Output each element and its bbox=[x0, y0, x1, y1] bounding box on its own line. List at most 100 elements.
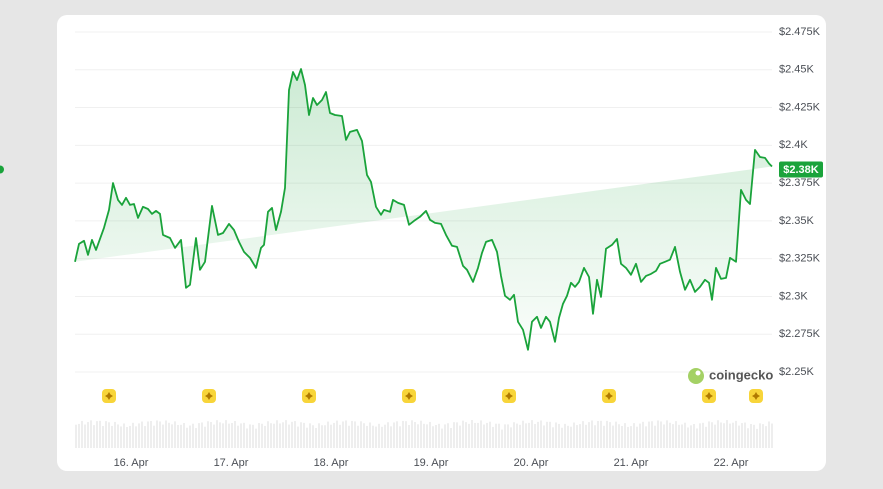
x-tick-label: 18. Apr bbox=[314, 457, 349, 469]
event-marker-icon bbox=[605, 392, 613, 400]
volume-strip bbox=[450, 428, 452, 448]
volume-strip bbox=[216, 420, 218, 448]
volume-strip bbox=[345, 420, 347, 448]
volume-strip bbox=[282, 422, 284, 448]
volume-strip bbox=[111, 425, 113, 448]
volume-strip bbox=[579, 424, 581, 448]
volume-strip bbox=[762, 424, 764, 448]
x-tick-label: 16. Apr bbox=[114, 457, 149, 469]
watermark: coingecko bbox=[709, 367, 773, 382]
volume-strip bbox=[723, 423, 725, 448]
y-tick-label: $2.375K bbox=[779, 177, 821, 189]
volume-strip bbox=[729, 423, 731, 448]
volume-strip bbox=[381, 426, 383, 448]
volume-strip bbox=[201, 422, 203, 448]
volume-strip bbox=[753, 424, 755, 448]
volume-strip bbox=[405, 421, 407, 448]
volume-strip bbox=[681, 424, 683, 448]
volume-strip bbox=[240, 423, 242, 448]
volume-strip bbox=[660, 421, 662, 448]
price-line bbox=[74, 68, 773, 351]
volume-strip bbox=[195, 428, 197, 448]
volume-strip bbox=[732, 422, 734, 448]
volume-strip bbox=[708, 421, 710, 448]
volume-strip bbox=[741, 423, 743, 448]
volume-strip bbox=[99, 420, 101, 448]
volume-strip bbox=[171, 424, 173, 448]
volume-strip bbox=[501, 429, 503, 448]
volume-strip bbox=[204, 426, 206, 448]
volume-strip bbox=[408, 425, 410, 448]
volume-strip bbox=[396, 421, 398, 448]
volume-strip bbox=[759, 423, 761, 448]
event-marker-icon bbox=[105, 392, 113, 400]
volume-strip bbox=[477, 422, 479, 448]
volume-strip bbox=[429, 421, 431, 448]
volume-strip bbox=[129, 425, 131, 448]
volume-strip bbox=[336, 420, 338, 448]
watermark-logo-eye bbox=[695, 370, 701, 376]
volume-strip bbox=[726, 420, 728, 448]
volume-strip bbox=[765, 426, 767, 448]
volume-strip bbox=[525, 423, 527, 448]
volume-strip bbox=[150, 421, 152, 448]
x-tick-label: 20. Apr bbox=[514, 457, 549, 469]
volume-strip bbox=[495, 423, 497, 448]
volume-strip bbox=[444, 424, 446, 448]
volume-strip bbox=[174, 421, 176, 448]
volume-strip bbox=[570, 426, 572, 448]
event-marker-icon bbox=[305, 392, 313, 400]
volume-strip bbox=[249, 424, 251, 448]
volume-strip bbox=[360, 421, 362, 448]
volume-strip bbox=[138, 423, 140, 448]
x-tick-label: 22. Apr bbox=[714, 457, 749, 469]
volume-strip bbox=[645, 426, 647, 448]
volume-strip bbox=[291, 421, 293, 448]
volume-strip bbox=[375, 426, 377, 448]
volume-strip bbox=[117, 424, 119, 448]
volume-strip bbox=[393, 422, 395, 448]
volume-strip bbox=[483, 424, 485, 448]
volume-strip bbox=[561, 427, 563, 448]
volume-strip bbox=[369, 422, 371, 448]
volume-strip bbox=[492, 426, 494, 448]
volume-strip bbox=[246, 428, 248, 448]
volume-strip bbox=[132, 422, 134, 448]
volume-strip bbox=[297, 426, 299, 448]
volume-strip bbox=[153, 425, 155, 448]
volume-strip bbox=[522, 420, 524, 448]
y-tick-label: $2.45K bbox=[779, 64, 815, 76]
volume-strip bbox=[678, 424, 680, 448]
x-tick-label: 17. Apr bbox=[214, 457, 249, 469]
volume-strip bbox=[186, 427, 188, 448]
volume-strip bbox=[327, 421, 329, 448]
volume-strip bbox=[165, 420, 167, 448]
volume-strip bbox=[510, 427, 512, 448]
volume-strip bbox=[576, 425, 578, 448]
volume-strip bbox=[378, 423, 380, 448]
volume-strip bbox=[738, 425, 740, 448]
volume-strip bbox=[657, 420, 659, 448]
y-tick-label: $2.4K bbox=[779, 139, 808, 151]
volume-strip bbox=[105, 421, 107, 448]
volume-strip bbox=[159, 421, 161, 448]
volume-strip bbox=[675, 421, 677, 448]
volume-strip bbox=[615, 421, 617, 448]
volume-strip bbox=[453, 422, 455, 448]
volume-strip bbox=[711, 422, 713, 448]
volume-strip bbox=[81, 420, 83, 448]
volume-strip bbox=[255, 428, 257, 448]
volume-strip bbox=[420, 420, 422, 448]
volume-strip bbox=[534, 423, 536, 448]
volume-strip bbox=[600, 420, 602, 448]
volume-strip bbox=[507, 424, 509, 448]
volume-strip bbox=[183, 422, 185, 448]
volume-strip bbox=[636, 426, 638, 448]
volume-strip bbox=[114, 421, 116, 448]
volume-strip bbox=[654, 425, 656, 448]
volume-strip bbox=[705, 426, 707, 448]
volume-strip bbox=[591, 420, 593, 448]
volume-strip bbox=[411, 420, 413, 448]
volume-strip bbox=[357, 425, 359, 448]
